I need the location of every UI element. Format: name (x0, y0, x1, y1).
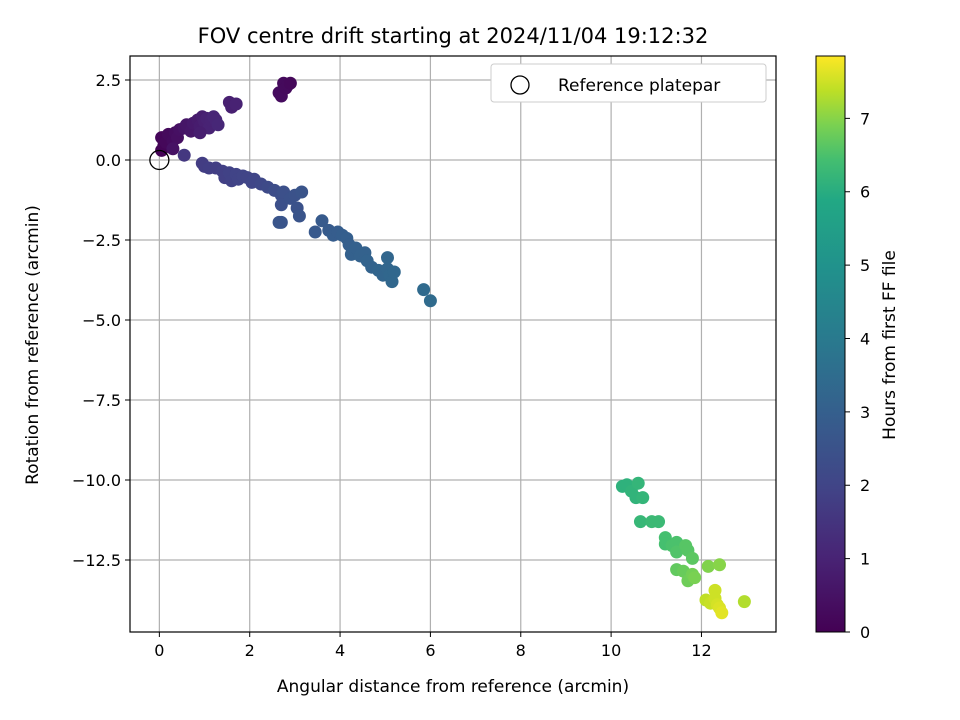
data-point (295, 185, 309, 199)
data-point (193, 126, 207, 140)
data-point (688, 571, 702, 585)
y-tick-label: −12.5 (72, 551, 121, 570)
colorbar-tick-label: 5 (860, 256, 870, 275)
colorbar-tick-label: 3 (860, 403, 870, 422)
data-point (380, 251, 394, 265)
data-point (308, 225, 322, 239)
data-point (417, 283, 431, 297)
legend-box (490, 63, 767, 103)
data-point (423, 294, 437, 308)
data-point (229, 97, 243, 111)
data-point (631, 476, 645, 490)
reference-platepar-marker (149, 149, 170, 171)
y-tick-label: 0.0 (96, 151, 121, 170)
colorbar-tick-label: 7 (860, 109, 870, 128)
data-point (633, 515, 647, 529)
x-tick-label: 2 (245, 641, 255, 660)
data-point (292, 209, 306, 223)
data-point (211, 118, 225, 132)
grid (130, 56, 776, 632)
colorbar-tick-label: 4 (860, 329, 870, 348)
data-point (652, 515, 666, 529)
x-axis-label: Angular distance from reference (arcmin) (277, 677, 629, 697)
legend-marker-icon (510, 75, 530, 95)
y-tick-label: −2.5 (82, 231, 121, 250)
colorbar (815, 55, 846, 633)
data-point (166, 142, 180, 156)
legend-entry-reference: Reference platepar (558, 76, 720, 96)
data-point (177, 148, 191, 162)
y-tick-label: −7.5 (82, 391, 121, 410)
data-point (670, 545, 684, 559)
colorbar-tick-label: 0 (860, 623, 870, 642)
data-point (283, 76, 297, 90)
data-point (315, 214, 329, 228)
x-tick-label: 0 (154, 641, 164, 660)
x-tick-label: 8 (516, 641, 526, 660)
x-tick-label: 10 (601, 641, 621, 660)
data-point (713, 558, 727, 572)
data-point (685, 551, 699, 565)
x-tick-label: 12 (691, 641, 711, 660)
data-point (274, 198, 288, 212)
colorbar-tick-label: 1 (860, 550, 870, 569)
data-point (274, 215, 288, 229)
plot-frame (129, 55, 777, 633)
x-tick-label: 4 (335, 641, 345, 660)
legend: Reference platepar (490, 63, 767, 103)
colorbar-tick-label: 6 (860, 183, 870, 202)
data-point (636, 491, 650, 505)
chart-title: FOV centre drift starting at 2024/11/04 … (198, 24, 709, 48)
y-tick-label: −5.0 (82, 311, 121, 330)
axes: 0 2 4 6 8 10 12 2.5 0.0 −2.5 −5.0 −7.5 −10.0 −12.5 (72, 71, 712, 660)
colorbar-label: Hours from first FF file (880, 250, 900, 440)
colorbar-ticks: 0 1 2 3 4 5 6 7 (845, 109, 870, 642)
data-point (701, 559, 715, 573)
scatter-points (149, 76, 751, 620)
y-axis-label: Rotation from reference (arcmin) (23, 205, 43, 485)
y-tick-label: −10.0 (72, 471, 121, 490)
data-point (387, 265, 401, 279)
x-tick-label: 6 (425, 641, 435, 660)
colorbar-tick-label: 2 (860, 476, 870, 495)
data-point (737, 595, 751, 609)
data-point (715, 606, 729, 620)
y-tick-label: 2.5 (96, 71, 121, 90)
